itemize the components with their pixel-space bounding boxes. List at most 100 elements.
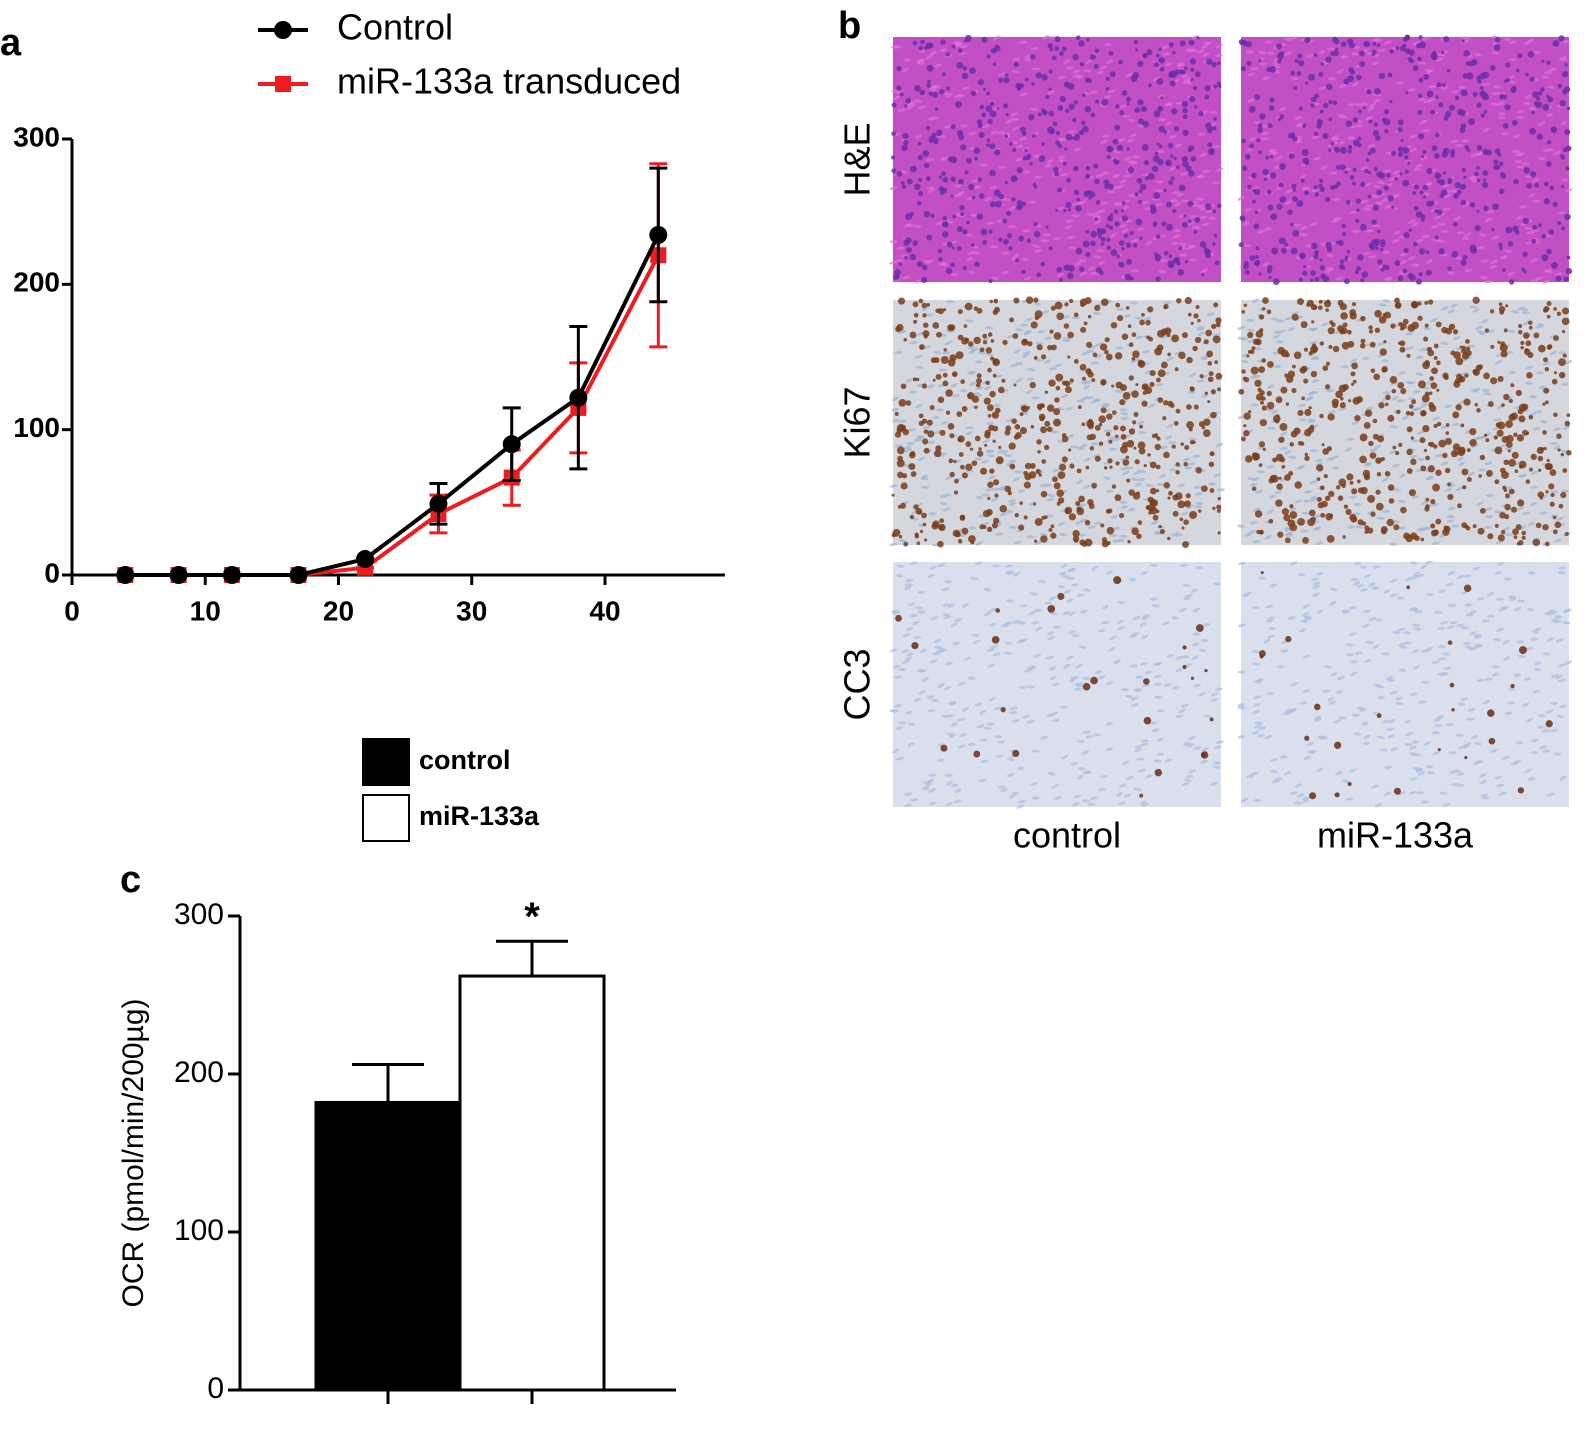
stained-cell (1078, 40, 1084, 46)
stained-cell (1423, 185, 1429, 191)
stained-cell (946, 411, 950, 415)
stained-cell (1008, 491, 1012, 495)
stained-cell (1460, 423, 1464, 427)
stained-cell (1472, 297, 1479, 304)
stained-cell (1333, 346, 1340, 353)
stained-cell (1075, 207, 1079, 211)
stained-cell (918, 155, 923, 160)
stained-cell (1129, 342, 1134, 347)
stained-cell (1138, 200, 1142, 204)
stained-cell (1189, 40, 1195, 46)
stained-cell (1065, 386, 1072, 393)
stained-cell (1060, 96, 1066, 102)
stained-cell (1325, 513, 1333, 521)
stained-cell (1494, 435, 1498, 439)
stained-cell (962, 73, 968, 79)
stained-cell (1553, 40, 1560, 47)
stained-cell (1340, 164, 1346, 170)
stained-cell (1436, 360, 1441, 365)
stained-cell (1384, 185, 1389, 190)
stained-cell (1374, 88, 1381, 95)
stained-cell (934, 450, 942, 458)
stained-cell (1330, 51, 1335, 56)
stained-cell (1505, 227, 1512, 234)
stained-cell (1210, 717, 1214, 721)
stained-cell (1525, 73, 1529, 77)
stained-cell (1282, 508, 1289, 515)
stained-cell (1167, 496, 1170, 499)
stained-cell (1182, 665, 1186, 669)
stained-cell (1435, 95, 1439, 99)
stained-cell (954, 490, 958, 494)
stained-cell (1563, 147, 1568, 152)
stained-cell (1503, 394, 1509, 400)
stained-cell (1469, 439, 1476, 446)
stained-cell (1388, 73, 1393, 78)
stained-cell (1397, 127, 1402, 132)
stained-cell (1093, 163, 1098, 168)
stained-cell (1143, 54, 1146, 57)
stained-cell (1383, 340, 1386, 343)
stained-cell (1270, 213, 1277, 220)
stained-cell (1106, 238, 1110, 242)
stained-cell (1109, 226, 1113, 230)
stained-cell (1343, 79, 1349, 85)
stained-cell (1241, 217, 1246, 222)
stained-cell (1463, 398, 1470, 405)
stained-cell (1169, 42, 1174, 47)
stained-cell (1018, 236, 1024, 242)
stained-cell (1529, 77, 1534, 82)
stained-cell (951, 177, 956, 182)
stained-cell (1523, 332, 1530, 339)
stained-cell (1262, 405, 1267, 410)
stained-cell (1567, 256, 1571, 260)
stained-cell (1153, 224, 1156, 227)
stained-cell (1557, 312, 1561, 316)
stained-cell (898, 399, 906, 407)
stained-cell (1455, 96, 1459, 100)
stained-cell (1470, 202, 1475, 207)
stained-cell (972, 460, 978, 466)
stained-cell (1492, 203, 1499, 210)
stained-cell (1424, 301, 1428, 305)
stained-cell (1484, 110, 1488, 114)
stained-cell (1184, 445, 1189, 450)
stained-cell (1156, 53, 1160, 57)
stained-cell (1194, 230, 1198, 234)
stained-cell (1256, 393, 1263, 400)
stained-cell (1389, 100, 1392, 103)
stained-cell (1560, 492, 1566, 498)
stained-cell (1367, 90, 1371, 94)
stained-cell (1251, 173, 1257, 179)
stained-cell (924, 538, 927, 541)
stained-cell (1558, 84, 1562, 88)
stained-cell (977, 373, 982, 378)
stained-cell (1249, 144, 1254, 149)
stained-cell (1159, 145, 1163, 149)
stained-cell (984, 398, 991, 405)
stained-cell (1314, 132, 1318, 136)
stained-cell (1511, 86, 1516, 91)
stained-cell (993, 479, 999, 485)
stained-cell (1218, 497, 1222, 501)
stained-cell (1078, 405, 1082, 409)
stained-cell (1398, 152, 1403, 157)
stained-cell (1170, 155, 1173, 158)
stained-cell (1553, 307, 1557, 311)
stained-cell (1514, 535, 1518, 539)
stained-cell (992, 523, 998, 529)
stained-cell (1333, 38, 1339, 44)
stained-cell (1139, 794, 1143, 798)
stained-cell (1088, 423, 1094, 429)
stained-cell (987, 138, 991, 142)
stained-cell (1009, 142, 1013, 146)
stained-cell (1413, 65, 1419, 71)
stained-cell (1096, 200, 1101, 205)
stained-cell (958, 179, 964, 185)
stained-cell (922, 303, 928, 309)
stained-cell (1209, 371, 1214, 376)
stained-cell (932, 322, 939, 329)
stained-cell (1217, 203, 1222, 208)
stained-cell (1381, 268, 1385, 272)
stained-cell (1034, 231, 1041, 238)
